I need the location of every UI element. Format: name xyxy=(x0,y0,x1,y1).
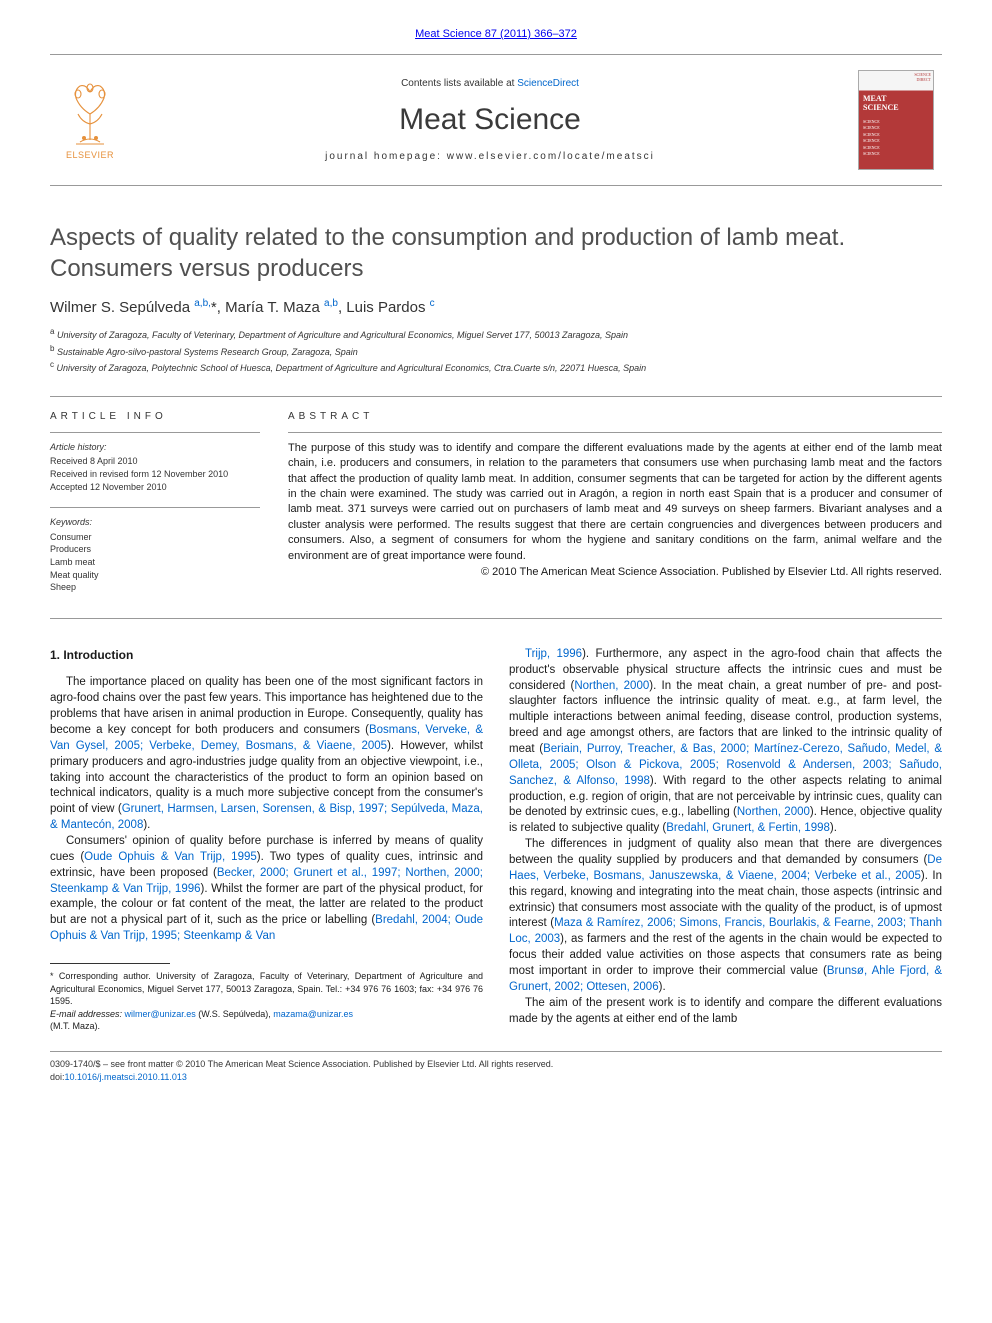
section-heading: 1. Introduction xyxy=(50,647,483,664)
masthead-center: Contents lists available at ScienceDirec… xyxy=(130,55,850,185)
body-paragraph: The aim of the present work is to identi… xyxy=(509,996,942,1028)
elsevier-logo: ELSEVIER xyxy=(50,55,130,185)
keyword: Sheep xyxy=(50,581,260,594)
left-column: 1. Introduction The importance placed on… xyxy=(50,647,483,1033)
keyword: Producers xyxy=(50,543,260,556)
masthead: ELSEVIER Contents lists available at Sci… xyxy=(50,54,942,186)
section-separator xyxy=(50,618,942,619)
footer-lines: 0309-1740/$ – see front matter © 2010 Th… xyxy=(50,1058,942,1083)
article-info-panel: ARTICLE INFO Article history: Received 8… xyxy=(50,411,260,608)
email-1-who: (W.S. Sepúlveda), xyxy=(198,1009,271,1019)
body-paragraph: The importance placed on quality has bee… xyxy=(50,675,483,834)
citation-link[interactable]: Meat Science 87 (2011) 366–372 xyxy=(415,28,577,40)
elsevier-name: ELSEVIER xyxy=(66,150,114,160)
email-2-who: (M.T. Maza). xyxy=(50,1020,483,1033)
abstract-text: The purpose of this study was to identif… xyxy=(288,441,942,564)
email-label: E-mail addresses: xyxy=(50,1009,122,1019)
meta-row: ARTICLE INFO Article history: Received 8… xyxy=(50,396,942,608)
article-info-head: ARTICLE INFO xyxy=(50,411,260,422)
keywords-label: Keywords: xyxy=(50,516,260,529)
abstract-panel: ABSTRACT The purpose of this study was t… xyxy=(288,411,942,608)
contents-prefix: Contents lists available at xyxy=(401,78,517,89)
affiliation: b Sustainable Agro-silvo-pastoral System… xyxy=(50,343,942,360)
history-line: Received 8 April 2010 xyxy=(50,455,260,468)
keyword: Meat quality xyxy=(50,569,260,582)
email-1[interactable]: wilmer@unizar.es xyxy=(125,1009,196,1019)
affiliation: a University of Zaragoza, Faculty of Vet… xyxy=(50,326,942,343)
footnotes: * Corresponding author. University of Za… xyxy=(50,970,483,1033)
history-line: Received in revised form 12 November 201… xyxy=(50,468,260,481)
cover-image: SCIENCEDIRECT MEATSCIENCE SCIENCESCIENCE… xyxy=(858,70,934,170)
doi-line: doi:10.1016/j.meatsci.2010.11.013 xyxy=(50,1071,942,1084)
header-citation[interactable]: Meat Science 87 (2011) 366–372 xyxy=(50,28,942,40)
keywords-block: Keywords: ConsumerProducersLamb meatMeat… xyxy=(50,516,260,594)
homepage-url: www.elsevier.com/locate/meatsci xyxy=(447,151,655,162)
journal-name: Meat Science xyxy=(399,103,581,137)
keyword: Consumer xyxy=(50,531,260,544)
abstract-copyright: © 2010 The American Meat Science Associa… xyxy=(288,566,942,578)
article-history: Article history: Received 8 April 2010Re… xyxy=(50,441,260,493)
keyword: Lamb meat xyxy=(50,556,260,569)
homepage-line: journal homepage: www.elsevier.com/locat… xyxy=(325,151,655,162)
email-line: E-mail addresses: wilmer@unizar.es (W.S.… xyxy=(50,1008,483,1021)
journal-cover-thumb: SCIENCEDIRECT MEATSCIENCE SCIENCESCIENCE… xyxy=(850,55,942,185)
history-label: Article history: xyxy=(50,441,260,454)
footer-separator xyxy=(50,1051,942,1052)
elsevier-tree-icon xyxy=(62,80,118,148)
abstract-head: ABSTRACT xyxy=(288,411,942,422)
doi-label: doi: xyxy=(50,1072,65,1082)
contents-line: Contents lists available at ScienceDirec… xyxy=(401,78,579,89)
email-2[interactable]: mazama@unizar.es xyxy=(273,1009,353,1019)
right-column: Trijp, 1996). Furthermore, any aspect in… xyxy=(509,647,942,1033)
affiliations: a University of Zaragoza, Faculty of Vet… xyxy=(50,326,942,376)
corresponding-author: * Corresponding author. University of Za… xyxy=(50,970,483,1008)
article-title: Aspects of quality related to the consum… xyxy=(50,222,942,284)
authors: Wilmer S. Sepúlveda a,b,*, María T. Maza… xyxy=(50,298,942,316)
homepage-prefix: journal homepage: xyxy=(325,151,447,162)
body-columns: 1. Introduction The importance placed on… xyxy=(50,647,942,1033)
body-paragraph: Consumers' opinion of quality before pur… xyxy=(50,834,483,945)
body-paragraph: The differences in judgment of quality a… xyxy=(509,837,942,996)
history-line: Accepted 12 November 2010 xyxy=(50,481,260,494)
body-paragraph: Trijp, 1996). Furthermore, any aspect in… xyxy=(509,647,942,837)
doi-link[interactable]: 10.1016/j.meatsci.2010.11.013 xyxy=(65,1072,187,1082)
issn-line: 0309-1740/$ – see front matter © 2010 Th… xyxy=(50,1058,942,1071)
footnote-separator xyxy=(50,963,170,964)
sciencedirect-link[interactable]: ScienceDirect xyxy=(517,78,579,89)
affiliation: c University of Zaragoza, Polytechnic Sc… xyxy=(50,359,942,376)
